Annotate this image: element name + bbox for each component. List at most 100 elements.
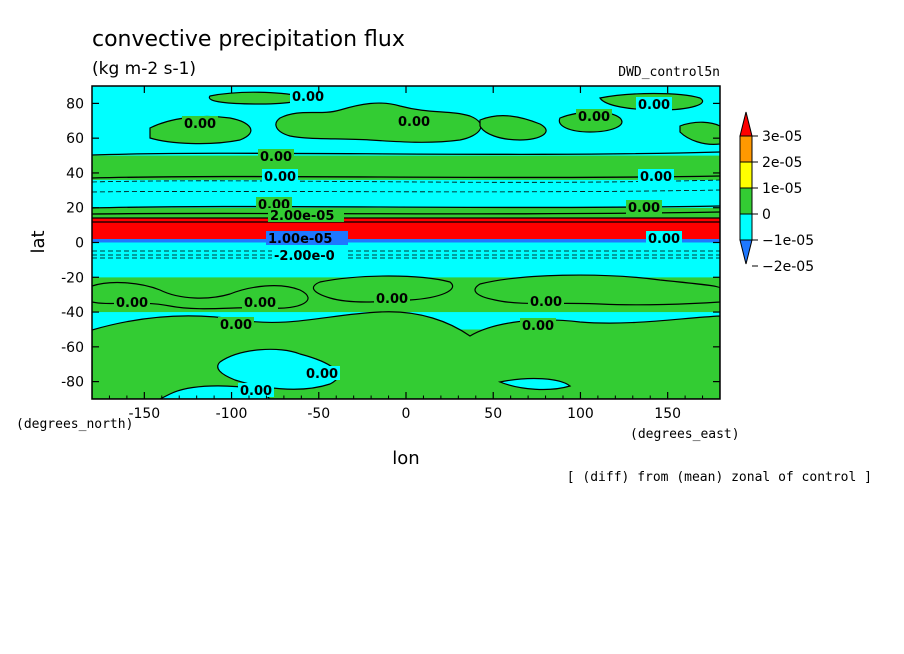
contour-line-3	[92, 205, 720, 209]
colorbar-swatch	[739, 135, 753, 163]
x-unit-label: (degrees_east)	[630, 427, 740, 442]
contour-label: 0.00	[304, 366, 340, 382]
svg-text:0.00: 0.00	[638, 98, 670, 113]
x-tick-label: -100	[216, 406, 248, 422]
zonal-band-7	[92, 221, 720, 240]
contour-dashed-2	[92, 189, 720, 193]
svg-text:0.00: 0.00	[522, 319, 554, 334]
x-axis: -150 -100 -50 0 50 100 150	[108, 86, 704, 422]
zonal-band-5	[92, 242, 720, 253]
x-tick-label: -50	[307, 406, 330, 422]
colorbar-label: 2e-05	[762, 155, 802, 171]
colorbar-label: −1e-05	[762, 233, 814, 249]
svg-text:0.00: 0.00	[184, 117, 216, 132]
y-tick-label: 60	[66, 131, 84, 147]
colorbar: 3e-05 2e-05 1e-05 0 −1e-05 −2e-05	[739, 111, 814, 275]
contour-label: 0.00	[114, 295, 150, 311]
svg-text:-2.00e-0: -2.00e-0	[274, 249, 335, 264]
zonal-band-9	[92, 207, 720, 219]
contour-line-4	[92, 211, 720, 215]
region-south-mid-green-2	[312, 275, 454, 303]
colorbar-label: 3e-05	[762, 129, 802, 145]
contour-line-1	[92, 151, 720, 156]
region-north-green-6	[208, 91, 303, 105]
svg-text:0.00: 0.00	[264, 170, 296, 185]
svg-text:0.00: 0.00	[220, 318, 252, 333]
contour-label: 0.00	[374, 291, 410, 307]
colorbar-label: 1e-05	[762, 181, 802, 197]
y-tick-label: 20	[66, 201, 84, 217]
contour-label: 0.00	[576, 109, 612, 125]
footnote: [ (diff) from (mean) zonal of control ]	[567, 470, 872, 485]
contour-label: 0.00	[290, 89, 326, 105]
svg-text:0.00: 0.00	[260, 150, 292, 165]
zonal-band-8	[92, 218, 720, 222]
y-axis-label: lat	[28, 230, 49, 253]
y-tick-label: -80	[61, 375, 84, 391]
y-tick-label: -20	[61, 270, 84, 286]
region-south-polar-green	[92, 311, 720, 399]
svg-text:0.00: 0.00	[398, 115, 430, 130]
svg-text:0.00: 0.00	[628, 201, 660, 216]
svg-text:2.00e-05: 2.00e-05	[270, 209, 334, 224]
zonal-band-11	[92, 155, 720, 180]
svg-text:0.00: 0.00	[376, 292, 408, 307]
chart-title: convective precipitation flux	[92, 27, 405, 52]
y-tick-label: -40	[61, 305, 84, 321]
region-north-green-7	[679, 121, 720, 145]
contour-label: 1.00e-05	[266, 231, 348, 247]
svg-text:0.00: 0.00	[116, 296, 148, 311]
x-tick-label: 50	[484, 406, 502, 422]
contour-label: 0.00	[258, 149, 294, 165]
svg-text:0.00: 0.00	[244, 296, 276, 311]
zonal-band-10	[92, 179, 720, 208]
contour-label: 0.00	[242, 295, 278, 311]
x-tick-label: 150	[654, 406, 681, 422]
svg-text:0.00: 0.00	[578, 110, 610, 125]
contour-label: 0.00	[238, 383, 274, 399]
contour-label: 0.00	[626, 200, 662, 216]
contour-label: 0.00	[396, 114, 432, 130]
contour-line-2	[92, 175, 720, 179]
colorbar-label: −2e-05	[762, 259, 814, 275]
zonal-band-4	[92, 252, 720, 278]
contour-label: 2.00e-05	[268, 208, 344, 224]
contour-label: 0.00	[636, 97, 672, 113]
contour-label: 0.00	[528, 294, 564, 310]
zonal-band-6	[92, 239, 720, 243]
contour-label: 0.00	[262, 169, 298, 185]
colorbar-swatch	[739, 161, 753, 189]
colorbar-bottom-arrow	[739, 239, 753, 265]
y-tick-label: 40	[66, 166, 84, 182]
y-unit-label: (degrees_north)	[16, 417, 133, 432]
contour-label: 0.00	[218, 317, 254, 333]
chart-units: (kg m-2 s-1)	[92, 59, 196, 79]
y-tick-label: 80	[66, 96, 84, 112]
contour-label: 0.00	[182, 116, 218, 132]
svg-text:0.00: 0.00	[306, 367, 338, 382]
contour-label: 0.00	[638, 169, 674, 185]
x-axis-label: lon	[392, 448, 419, 469]
colorbar-swatch	[739, 213, 753, 241]
colorbar-swatch	[739, 187, 753, 215]
x-tick-label: 0	[402, 406, 411, 422]
svg-text:0.00: 0.00	[292, 90, 324, 105]
region-south-polar-cyan-3	[497, 377, 572, 391]
colorbar-top-arrow	[739, 111, 753, 137]
dataset-label: DWD_control5n	[618, 65, 720, 80]
contour-labels: 0.00 0.00 0.00 0.00 0.00 0.00 0.00 0.00 …	[114, 89, 682, 399]
region-north-green-3	[479, 115, 547, 141]
region-north-green-2	[275, 102, 482, 143]
plot-area	[92, 86, 720, 399]
contour-label: 0.00	[520, 318, 556, 334]
y-axis: -80 -60 -40 -20 0 20 40 60 80	[61, 96, 720, 391]
svg-text:0.00: 0.00	[648, 232, 680, 247]
x-tick-label: 100	[567, 406, 594, 422]
x-tick-label: -150	[128, 406, 160, 422]
colorbar-label: 0	[762, 207, 771, 223]
contour-label: -2.00e-0	[272, 248, 348, 264]
svg-text:0.00: 0.00	[530, 295, 562, 310]
contour-dashed-1	[92, 179, 720, 183]
y-tick-label: 0	[75, 236, 84, 252]
